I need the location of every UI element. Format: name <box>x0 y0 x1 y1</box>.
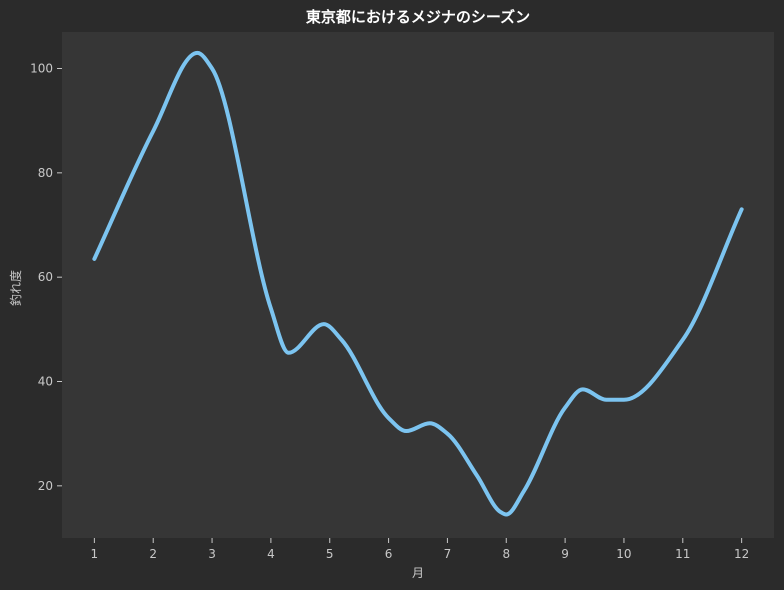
x-axis-label: 月 <box>412 566 424 580</box>
y-tick-label: 80 <box>38 166 53 180</box>
x-tick-label: 5 <box>326 547 334 561</box>
x-tick-label: 9 <box>561 547 569 561</box>
x-tick-label: 2 <box>149 547 157 561</box>
x-tick-label: 8 <box>502 547 510 561</box>
x-tick-label: 3 <box>208 547 216 561</box>
x-tick-label: 7 <box>444 547 452 561</box>
y-tick-label: 60 <box>38 270 53 284</box>
chart-title: 東京都におけるメジナのシーズン <box>306 8 530 26</box>
y-axis-label: 釣れ度 <box>8 270 23 306</box>
y-tick-label: 40 <box>38 375 53 389</box>
x-tick-label: 4 <box>267 547 275 561</box>
x-axis-ticks: 1 2 3 4 5 6 7 8 9 10 11 12 <box>91 538 749 561</box>
y-axis-ticks: 20 40 60 80 100 <box>30 62 62 493</box>
series-line <box>92 50 744 517</box>
y-tick-label: 100 <box>30 62 53 76</box>
series-layer <box>92 50 744 517</box>
x-tick-label: 6 <box>385 547 393 561</box>
plot-area <box>62 32 774 538</box>
y-tick-label: 20 <box>38 479 53 493</box>
x-tick-label: 10 <box>616 547 631 561</box>
x-tick-label: 11 <box>675 547 690 561</box>
x-tick-label: 1 <box>91 547 99 561</box>
x-tick-label: 12 <box>734 547 749 561</box>
